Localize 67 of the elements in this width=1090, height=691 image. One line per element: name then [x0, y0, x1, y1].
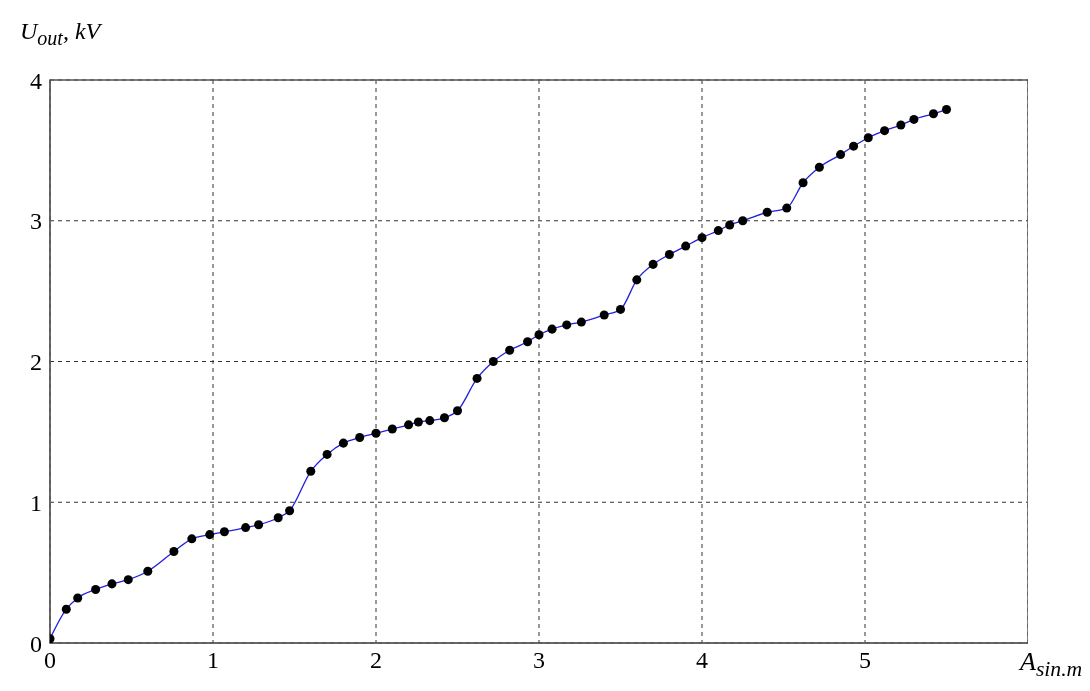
point: [632, 275, 642, 285]
point: [941, 105, 952, 115]
point: [371, 428, 381, 438]
point: [648, 259, 658, 269]
point: [143, 566, 153, 576]
y-tick-label: 0: [30, 630, 42, 657]
point: [322, 449, 332, 459]
point: [219, 527, 229, 537]
point: [488, 356, 498, 367]
point: [187, 534, 197, 544]
point: [576, 317, 586, 327]
point: [472, 373, 482, 383]
point: [306, 466, 316, 476]
point: [73, 593, 83, 603]
point: [91, 585, 101, 595]
x-tick-label: 4: [696, 647, 708, 674]
x-tick-label: 3: [533, 647, 545, 674]
point: [205, 530, 215, 540]
point: [664, 250, 674, 260]
y-axis-title: U$_{out}$, kV: [20, 18, 101, 50]
point: [534, 330, 544, 340]
point: [123, 575, 133, 585]
point: [599, 310, 609, 320]
point: [798, 178, 808, 188]
point: [836, 150, 846, 160]
point: [562, 320, 572, 330]
point: [713, 226, 723, 236]
point: [523, 337, 533, 347]
point: [505, 345, 515, 355]
point: [615, 304, 626, 314]
point: [241, 523, 251, 533]
point: [285, 506, 295, 516]
point: [880, 126, 890, 136]
x-tick-label: 5: [859, 647, 871, 674]
point: [863, 133, 873, 143]
point: [107, 579, 117, 589]
y-tick-label: 3: [30, 208, 42, 235]
point: [169, 547, 179, 557]
x-axis-title: A$_{sin.m}$: [1020, 647, 1083, 683]
point: [762, 207, 772, 217]
y-tick-label: 4: [30, 67, 42, 94]
point: [681, 241, 691, 251]
point: [413, 417, 423, 427]
point: [909, 114, 919, 124]
point: [387, 424, 397, 434]
point: [61, 604, 71, 614]
point: [439, 413, 449, 423]
point: [547, 324, 557, 334]
point: [738, 216, 748, 226]
point: [782, 203, 792, 213]
x-tick-label: 2: [370, 647, 382, 674]
point: [725, 220, 735, 230]
point: [425, 416, 435, 426]
point: [697, 233, 707, 243]
point: [452, 406, 463, 416]
point: [928, 109, 938, 119]
point: [355, 433, 365, 443]
point: [338, 438, 348, 448]
point: [896, 120, 906, 130]
y-tick-label: 1: [30, 489, 42, 516]
point: [814, 162, 824, 172]
x-tick-label: 1: [207, 647, 219, 674]
point: [404, 420, 414, 430]
y-tick-label: 2: [30, 349, 42, 376]
point: [273, 513, 283, 523]
point: [254, 520, 264, 530]
point: [849, 141, 859, 151]
